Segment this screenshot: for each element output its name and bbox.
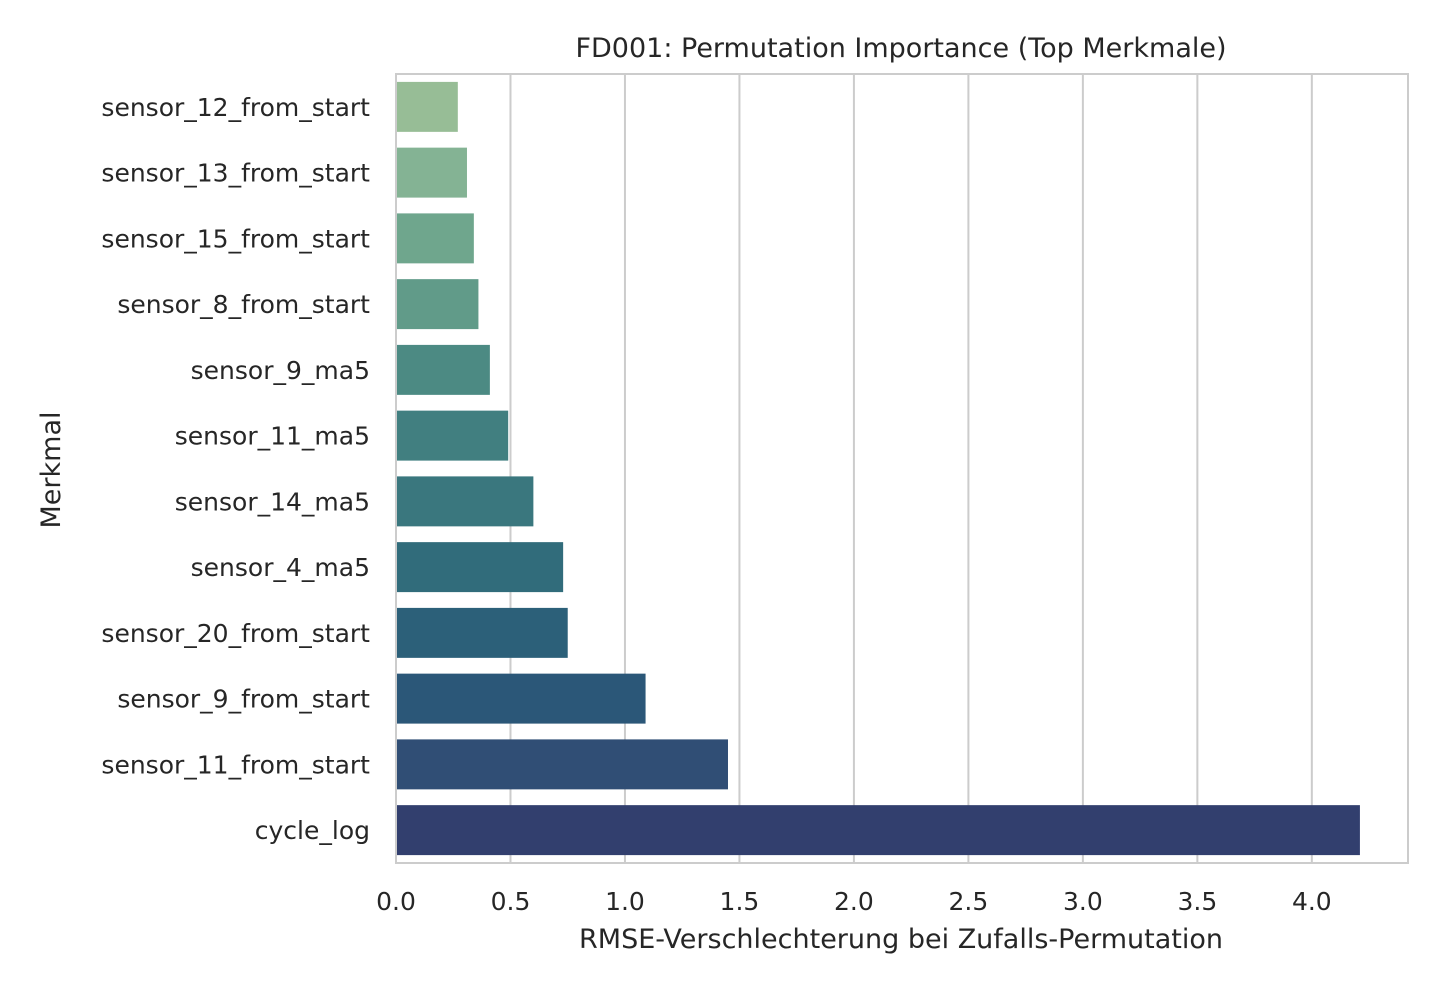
x-tick-label: 2.0: [834, 887, 874, 916]
x-tick-label: 1.5: [720, 887, 760, 916]
bar-sensor-9-from-start: [396, 673, 646, 724]
bar-sensor-15-from-start: [396, 213, 474, 264]
x-tick-labels: 0.0 0.5 1.0 1.5 2.0 2.5 3.0 3.5 4.0: [376, 887, 1332, 916]
bar-sensor-13-from-start: [396, 147, 467, 198]
x-tick-label: 2.5: [949, 887, 989, 916]
y-tick-label: sensor_13_from_start: [101, 159, 370, 188]
y-tick-label: cycle_log: [255, 816, 370, 845]
chart-title: FD001: Permutation Importance (Top Merkm…: [575, 33, 1226, 64]
bar-cycle-log: [396, 805, 1360, 856]
y-axis-title: Merkmal: [36, 412, 67, 529]
x-tick-label: 3.0: [1063, 887, 1103, 916]
x-tick-label: 3.5: [1177, 887, 1217, 916]
bar-sensor-4-ma5: [396, 542, 564, 593]
bar-sensor-14-ma5: [396, 476, 534, 527]
y-tick-label: sensor_9_from_start: [117, 685, 370, 714]
bar-sensor-12-from-start: [396, 81, 458, 132]
y-tick-label: sensor_15_from_start: [101, 224, 370, 253]
bar-sensor-11-from-start: [396, 739, 728, 790]
y-tick-label: sensor_12_from_start: [101, 93, 370, 122]
y-tick-label: sensor_8_from_start: [117, 290, 370, 319]
grid-lines: [395, 74, 1313, 863]
y-tick-label: sensor_4_ma5: [191, 553, 370, 582]
x-tick-label: 0.0: [376, 887, 416, 916]
y-tick-label: sensor_11_from_start: [101, 750, 370, 779]
x-tick-label: 1.0: [605, 887, 645, 916]
bar-sensor-11-ma5: [396, 410, 509, 461]
x-tick-label: 0.5: [491, 887, 531, 916]
bar-sensor-20-from-start: [396, 607, 568, 658]
bar-sensor-8-from-start: [396, 279, 479, 330]
y-tick-labels: sensor_12_from_start sensor_13_from_start…: [101, 93, 370, 845]
plot-frame: [395, 73, 1409, 864]
y-tick-label: sensor_14_ma5: [175, 487, 370, 516]
y-tick-label: sensor_11_ma5: [175, 422, 370, 451]
bars: [396, 81, 1360, 856]
x-axis-title: RMSE-Verschlechterung bei Zufalls-Permut…: [579, 924, 1223, 955]
x-tick-label: 4.0: [1292, 887, 1332, 916]
y-tick-label: sensor_9_ma5: [191, 356, 370, 385]
y-tick-label: sensor_20_from_start: [101, 619, 370, 648]
bar-sensor-9-ma5: [396, 344, 490, 395]
